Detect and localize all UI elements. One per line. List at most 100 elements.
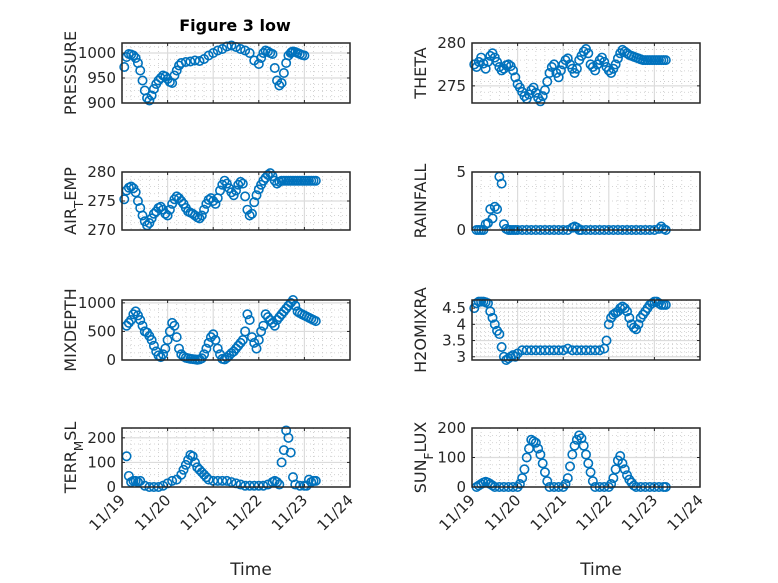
y-tick-label: 4: [456, 315, 466, 333]
subplot-theta: 275 280 THETA: [411, 34, 701, 107]
data-point: [533, 443, 544, 454]
data-point: [519, 91, 530, 102]
data-point: [487, 480, 498, 491]
data-point: [249, 197, 260, 208]
y-tick-label: 0: [106, 351, 116, 369]
data-point: [221, 178, 232, 189]
data-point: [303, 474, 314, 485]
data-point: [137, 320, 148, 331]
y-axis-label: PRESSURE: [61, 31, 80, 115]
data-point: [510, 72, 521, 83]
data-point: [258, 47, 269, 58]
data-point: [539, 467, 550, 478]
data-point: [215, 185, 226, 196]
data-point: [240, 326, 251, 337]
data-point: [601, 335, 612, 346]
data-point: [594, 55, 605, 66]
data-point: [585, 467, 596, 478]
data-series: [469, 296, 671, 365]
data-point: [517, 473, 528, 484]
data-point: [174, 343, 185, 354]
data-point: [235, 337, 246, 348]
data-point: [269, 320, 280, 331]
y-axis-label: TERRMSL: [61, 422, 86, 495]
data-point: [244, 314, 255, 325]
x-axis-label: Time: [229, 560, 272, 580]
data-point: [130, 52, 141, 63]
data-point: [553, 72, 564, 83]
data-point: [485, 50, 496, 61]
axes-box: [471, 42, 701, 104]
data-point: [565, 461, 576, 472]
data-point: [290, 300, 301, 311]
data-point: [544, 68, 555, 79]
x-tick-label: 11/22: [572, 491, 615, 534]
data-point: [228, 190, 239, 201]
data-point: [535, 449, 546, 460]
data-point: [508, 65, 519, 76]
data-series: [471, 430, 671, 492]
data-point: [233, 179, 244, 190]
x-tick-label: 11/23: [268, 491, 311, 534]
data-point: [283, 432, 294, 443]
data-point: [155, 201, 166, 212]
data-point: [146, 90, 157, 101]
data-point: [169, 320, 180, 331]
data-point: [199, 349, 210, 360]
data-point: [299, 50, 310, 61]
x-tick-label: 11/24: [664, 491, 707, 534]
axes-box: [471, 299, 701, 361]
y-axis-label: H2OMIXRA: [411, 287, 430, 373]
data-point: [262, 169, 273, 180]
y-tick-label: 100: [437, 449, 466, 467]
data-point: [590, 65, 601, 76]
x-tick-label: 11/19: [86, 491, 129, 534]
data-point: [278, 68, 289, 79]
data-point: [244, 210, 255, 221]
data-point: [148, 340, 159, 351]
data-point: [256, 326, 267, 337]
axes-box: [471, 171, 701, 231]
subplot-sun-flux: 0 100 200 11/19 11/20 11/21 11/22 11/23 11/24 SUN…: [411, 419, 707, 580]
data-point: [290, 479, 301, 490]
data-point: [258, 320, 269, 331]
data-point: [235, 479, 246, 490]
data-point: [487, 213, 498, 224]
data-point: [528, 82, 539, 93]
data-point: [274, 80, 285, 91]
data-point: [560, 479, 571, 490]
data-point: [587, 476, 598, 487]
data-point: [180, 459, 191, 470]
data-point: [485, 306, 496, 317]
data-point: [189, 55, 200, 66]
data-point: [580, 449, 591, 460]
data-point: [199, 204, 210, 215]
data-point: [496, 342, 507, 353]
data-point: [148, 84, 159, 95]
data-point: [208, 329, 219, 340]
data-point: [269, 62, 280, 73]
data-point: [603, 319, 614, 330]
y-tick-label: 275: [437, 77, 466, 95]
y-tick-label: 1000: [78, 44, 116, 62]
data-point: [167, 475, 178, 486]
data-point: [196, 210, 207, 221]
y-axis-label: THETA: [411, 47, 430, 99]
data-point: [599, 56, 610, 67]
data-point: [158, 349, 169, 360]
data-series: [469, 43, 671, 107]
data-point: [537, 458, 548, 469]
data-point: [128, 50, 139, 61]
data-point: [562, 473, 573, 484]
data-point: [489, 201, 500, 212]
data-point: [265, 168, 276, 179]
minor-grid: [472, 171, 700, 231]
y-axis-label: SUNFLUX: [411, 422, 436, 494]
data-point: [176, 469, 187, 480]
data-point: [246, 208, 257, 219]
data-point: [476, 52, 487, 63]
data-point: [310, 175, 321, 186]
data-point: [210, 198, 221, 209]
data-point: [231, 185, 242, 196]
data-point: [251, 190, 262, 201]
